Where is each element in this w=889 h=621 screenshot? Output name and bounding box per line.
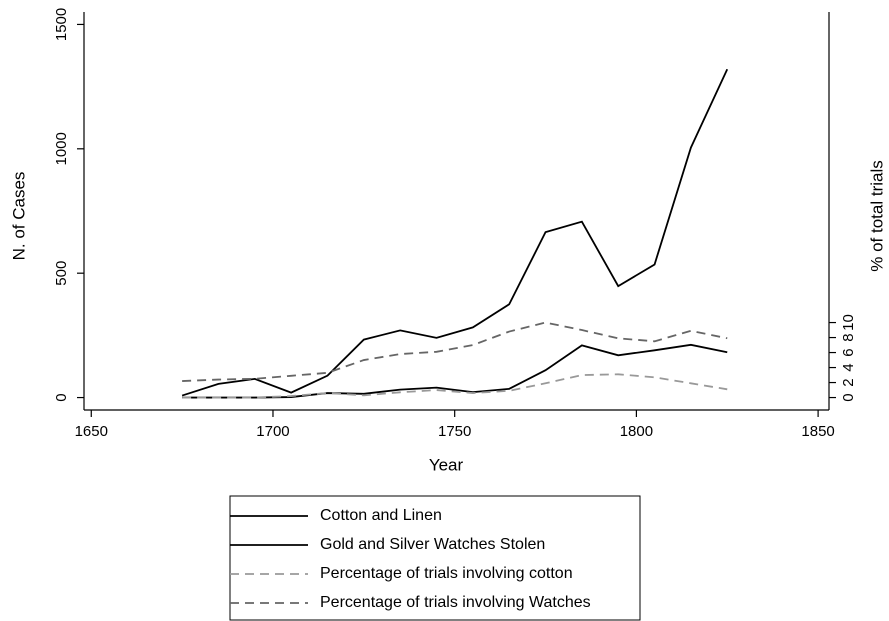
legend-label: Gold and Silver Watches Stolen — [320, 536, 545, 553]
x-tick-label: 1700 — [256, 423, 289, 440]
series-line — [182, 343, 728, 399]
legend-label: Cotton and Linen — [320, 507, 442, 524]
y2-tick-label: 4 — [840, 363, 857, 371]
x-tick-label: 1650 — [75, 423, 108, 440]
x-tick-label: 1850 — [801, 423, 834, 440]
legend-label: Percentage of trials involving Watches — [320, 594, 591, 611]
x-axis-title: Year — [429, 455, 464, 474]
series-line — [182, 321, 728, 382]
y2-tick-label: 10 — [840, 314, 857, 331]
x-tick-label: 1800 — [620, 423, 653, 440]
y-tick-label: 0 — [53, 393, 70, 401]
y2-tick-label: 6 — [840, 348, 857, 356]
y2-axis-title: % of total trials — [867, 160, 886, 272]
series-line — [182, 373, 728, 399]
x-tick-label: 1750 — [438, 423, 471, 440]
y-tick-label: 500 — [53, 261, 70, 286]
legend-label: Percentage of trials involving cotton — [320, 565, 573, 582]
y-tick-label: 1000 — [53, 132, 70, 165]
y2-tick-label: 0 — [840, 393, 857, 401]
y-axis-title: N. of Cases — [9, 172, 28, 261]
legend-box — [229, 495, 641, 621]
y2-tick-label: 8 — [840, 333, 857, 341]
y2-tick-label: 2 — [840, 378, 857, 386]
series-line — [181, 68, 729, 397]
y-tick-label: 1500 — [53, 8, 70, 41]
